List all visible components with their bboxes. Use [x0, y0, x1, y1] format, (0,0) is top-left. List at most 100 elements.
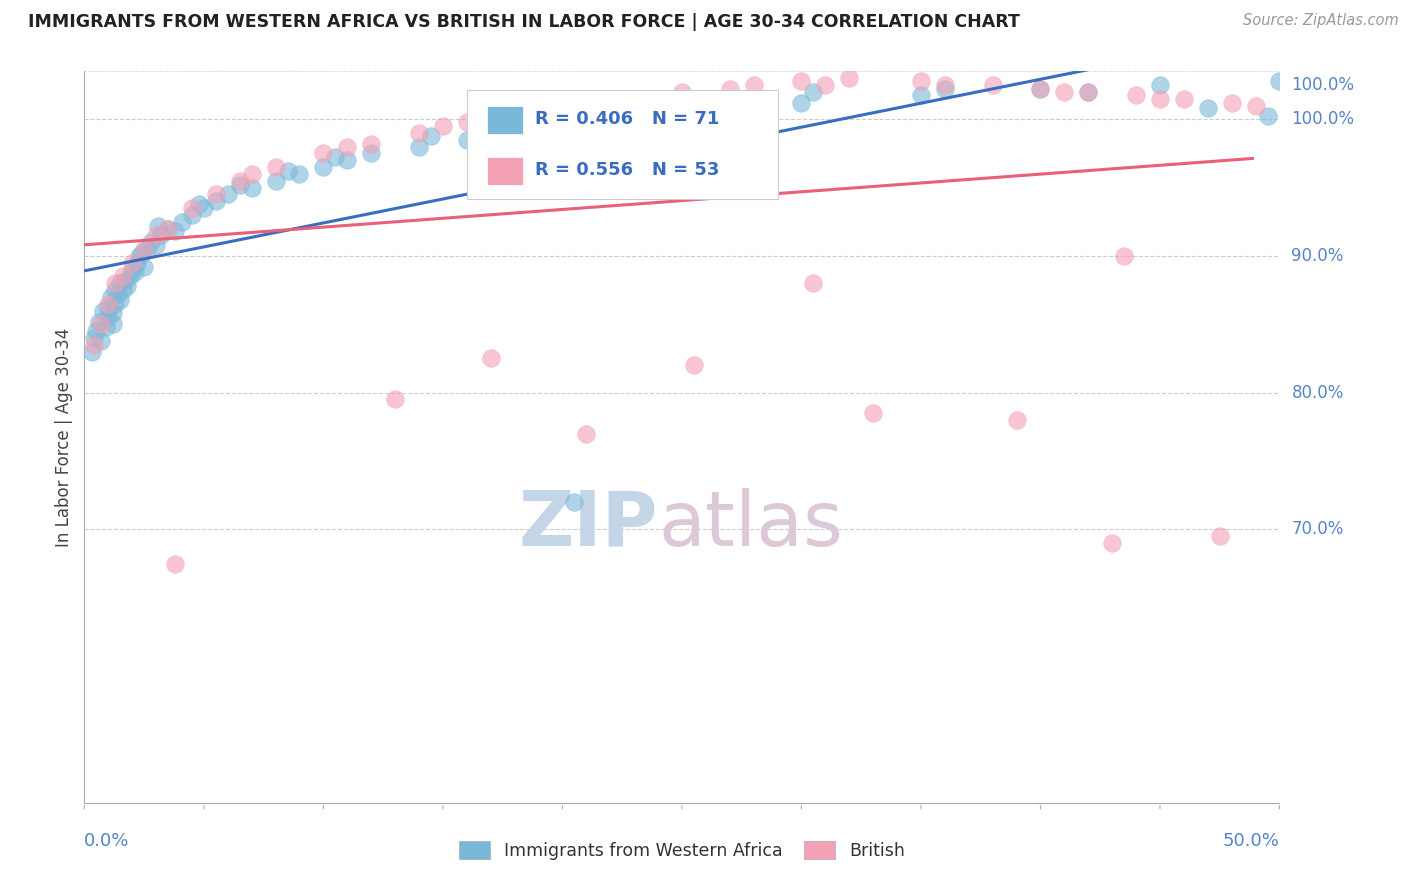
Point [121, 262, 143, 277]
Point [325, 151, 347, 165]
Point [110, 293, 132, 307]
Point [240, 167, 263, 181]
Point [1268, 74, 1291, 88]
Point [101, 306, 124, 320]
Text: 90.0%: 90.0% [1292, 247, 1344, 265]
Point [132, 242, 156, 256]
Point [135, 242, 157, 256]
Text: 70.0%: 70.0% [1292, 520, 1344, 539]
Point [157, 221, 180, 235]
FancyBboxPatch shape [467, 90, 778, 200]
Point [1257, 110, 1279, 124]
Point [229, 178, 252, 192]
Text: atlas: atlas [658, 488, 842, 562]
Text: R = 0.406   N = 71: R = 0.406 N = 71 [534, 110, 720, 128]
Point [838, 71, 860, 86]
Point [336, 153, 359, 168]
Point [790, 95, 813, 110]
Point [814, 78, 837, 92]
Text: 0.0%: 0.0% [84, 832, 129, 850]
Point [1173, 92, 1195, 106]
Point [107, 287, 129, 301]
Point [100, 290, 122, 304]
Point [111, 269, 134, 284]
Point [803, 277, 825, 291]
Point [551, 98, 574, 112]
Point [83, 331, 105, 345]
Point [1053, 85, 1076, 99]
Point [1101, 536, 1123, 550]
Point [90, 334, 112, 348]
Point [205, 194, 228, 209]
Point [149, 228, 172, 243]
Point [121, 256, 143, 270]
Point [1077, 85, 1099, 99]
Point [188, 197, 211, 211]
Point [671, 85, 693, 99]
Point [124, 265, 146, 279]
Point [981, 78, 1004, 92]
Point [87, 314, 110, 328]
Point [157, 221, 180, 235]
Point [114, 274, 136, 288]
Point [1209, 529, 1232, 543]
Legend: Immigrants from Western Africa, British: Immigrants from Western Africa, British [460, 841, 904, 860]
Point [420, 128, 443, 143]
Point [131, 246, 153, 260]
Point [683, 359, 706, 373]
Point [128, 249, 150, 263]
Point [93, 303, 115, 318]
Point [575, 426, 598, 441]
Point [623, 92, 645, 106]
Point [718, 82, 741, 96]
Point [97, 297, 120, 311]
Point [141, 235, 163, 250]
Point [516, 110, 538, 124]
Point [83, 338, 105, 352]
Point [1005, 413, 1028, 427]
Point [934, 78, 956, 92]
Point [86, 324, 108, 338]
Point [432, 119, 454, 133]
Point [551, 119, 574, 133]
Point [1114, 249, 1136, 263]
Point [132, 260, 156, 274]
Point [934, 82, 956, 96]
Point [1149, 78, 1171, 92]
Point [1244, 98, 1267, 112]
Point [80, 344, 103, 359]
Point [181, 201, 204, 215]
Text: 100.0%: 100.0% [1292, 76, 1354, 94]
Point [94, 320, 117, 334]
Point [264, 174, 287, 188]
Point [479, 351, 502, 366]
Text: 50.0%: 50.0% [1223, 832, 1279, 850]
Point [110, 277, 132, 291]
Point [312, 160, 335, 174]
Point [288, 167, 311, 181]
Point [217, 187, 239, 202]
Point [148, 219, 170, 233]
Point [1029, 82, 1052, 96]
Point [742, 78, 765, 92]
Point [1125, 87, 1147, 102]
Bar [486, 106, 523, 134]
Point [384, 392, 406, 407]
Point [360, 146, 382, 161]
Point [277, 164, 299, 178]
Point [910, 87, 932, 102]
Point [612, 98, 634, 112]
Point [181, 208, 204, 222]
Point [312, 146, 335, 161]
Point [145, 238, 167, 252]
Point [1077, 85, 1099, 99]
Point [205, 187, 228, 202]
Point [1220, 95, 1243, 110]
Point [111, 283, 134, 297]
Point [97, 310, 120, 325]
Point [790, 74, 813, 88]
Point [599, 112, 621, 127]
Text: Source: ZipAtlas.com: Source: ZipAtlas.com [1243, 13, 1399, 29]
Point [104, 277, 127, 291]
Point [408, 139, 430, 153]
